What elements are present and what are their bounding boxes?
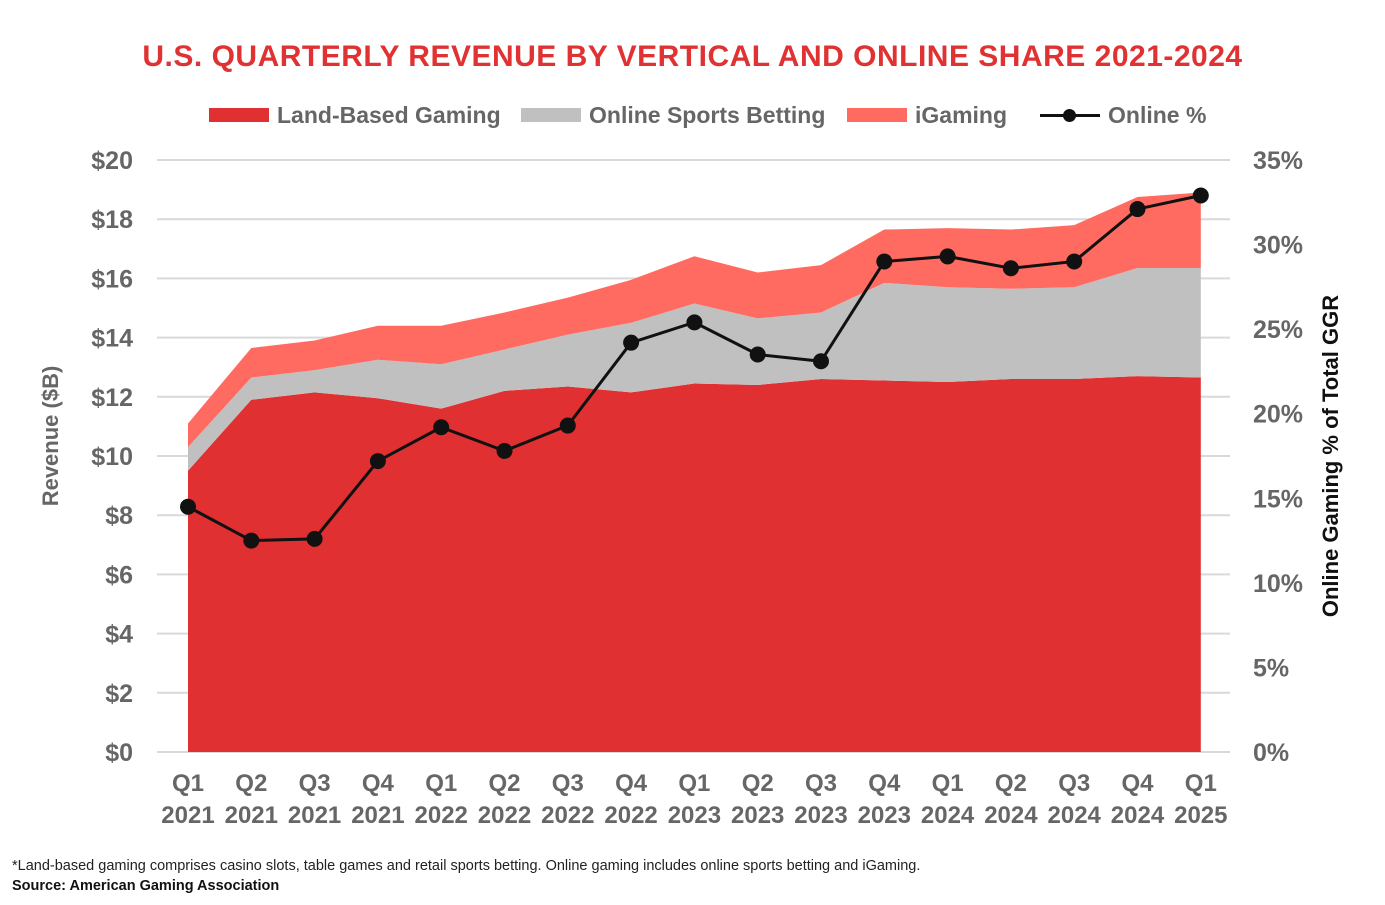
y2-tick-label: 35% <box>1253 147 1303 175</box>
x-tick-label: Q3 2022 <box>541 770 594 829</box>
y2-axis-title: Online Gaming % of Total GGR <box>1318 295 1343 617</box>
x-tick-label: Q2 2024 <box>984 770 1038 829</box>
point-online-percent <box>1129 201 1146 218</box>
y-axis-title: Revenue ($B) <box>38 366 63 507</box>
y2-tick-label: 0% <box>1253 739 1289 767</box>
y-tick-label: $18 <box>91 206 133 234</box>
area-online-sports-betting <box>188 268 1201 471</box>
y-tick-label: $0 <box>105 739 133 767</box>
x-tick-label: Q2 2022 <box>478 770 531 829</box>
legend-swatch-online-sports-betting <box>521 108 581 122</box>
x-tick-label: Q1 2021 <box>161 770 214 829</box>
x-tick-label: Q3 2021 <box>288 770 341 829</box>
x-tick-label: Q1 2023 <box>668 770 721 829</box>
point-online-percent <box>876 253 893 270</box>
y-tick-label: $6 <box>105 561 133 589</box>
y-tick-label: $2 <box>105 680 133 708</box>
legend-item-online-sports-betting: Online Sports Betting <box>521 98 825 132</box>
y-tick-label: $4 <box>105 621 133 649</box>
x-tick-label: Q4 2023 <box>858 770 911 829</box>
point-online-percent <box>686 314 703 331</box>
y-tick-label: $14 <box>91 325 133 353</box>
y2-tick-label: 20% <box>1253 401 1303 429</box>
legend-swatch-online-percent <box>1040 108 1100 122</box>
y2-tick-label: 15% <box>1253 485 1303 513</box>
y-tick-label: $20 <box>91 147 133 175</box>
source-note: Source: American Gaming Association <box>12 878 280 894</box>
point-online-percent <box>180 498 196 515</box>
legend-swatch-land-based <box>209 108 269 122</box>
point-online-percent <box>559 417 576 434</box>
point-online-percent <box>623 334 640 351</box>
point-online-percent <box>369 453 386 470</box>
point-online-percent <box>1066 253 1083 270</box>
x-tick-label: Q2 2023 <box>731 770 784 829</box>
x-tick-label: Q4 2024 <box>1111 770 1165 829</box>
point-online-percent <box>1002 260 1019 277</box>
chart-title: U.S. QUARTERLY REVENUE BY VERTICAL AND O… <box>142 40 1243 73</box>
y-tick-label: $16 <box>91 265 133 293</box>
point-online-percent <box>306 530 323 547</box>
legend-label-online-percent: Online % <box>1108 101 1207 128</box>
point-online-percent <box>813 353 829 370</box>
legend-swatch-igaming <box>847 108 907 122</box>
point-online-percent <box>243 532 260 549</box>
legend-label-online-sports-betting: Online Sports Betting <box>589 101 826 128</box>
y-tick-label: $12 <box>91 384 133 412</box>
x-tick-label: Q4 2021 <box>351 770 404 829</box>
footnote: *Land-based gaming comprises casino slot… <box>12 858 921 874</box>
legend-item-igaming: iGaming <box>847 98 1007 132</box>
y2-tick-label: 5% <box>1253 654 1289 682</box>
chart-legend: Land-Based Gaming Online Sports Betting … <box>0 98 1385 132</box>
point-online-percent <box>1192 187 1209 204</box>
legend-label-land-based: Land-Based Gaming <box>277 101 501 128</box>
point-online-percent <box>496 442 513 459</box>
x-tick-label: Q3 2023 <box>794 770 847 829</box>
y-tick-label: $10 <box>91 443 133 471</box>
x-tick-label: Q1 2024 <box>921 770 975 829</box>
y-tick-label: $8 <box>105 502 133 530</box>
y2-tick-label: 25% <box>1253 316 1303 344</box>
legend-label-igaming: iGaming <box>915 101 1008 128</box>
point-online-percent <box>939 248 956 265</box>
legend-item-online-percent: Online % <box>1040 98 1206 132</box>
x-tick-label: Q2 2021 <box>225 770 278 829</box>
x-tick-label: Q3 2024 <box>1048 770 1102 829</box>
y2-tick-label: 30% <box>1253 232 1303 260</box>
x-tick-label: Q1 2025 <box>1174 770 1227 829</box>
area-land-based-gaming <box>188 376 1201 752</box>
y2-tick-label: 10% <box>1253 570 1303 598</box>
legend-item-land-based: Land-Based Gaming <box>209 98 501 132</box>
point-online-percent <box>749 346 766 363</box>
point-online-percent <box>433 419 450 436</box>
x-tick-label: Q4 2022 <box>604 770 657 829</box>
x-tick-label: Q1 2022 <box>415 770 468 829</box>
